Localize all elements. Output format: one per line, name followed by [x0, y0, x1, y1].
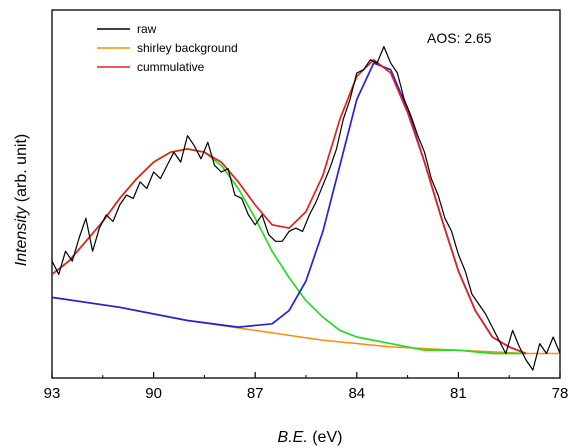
- x-tick-label: 84: [348, 385, 365, 402]
- y-axis-title: Intensity (arb. unit): [13, 134, 30, 267]
- x-tick-label: 93: [44, 385, 61, 402]
- series-group: [52, 46, 560, 371]
- x-tick-label: 90: [145, 385, 162, 402]
- shirley-background-line: [52, 296, 560, 355]
- green-component-line: [52, 148, 527, 355]
- blue-component-line: [52, 62, 527, 355]
- legend-label-raw: raw: [137, 22, 157, 36]
- x-tick-label: 78: [552, 385, 569, 402]
- x-tick-label: 87: [247, 385, 264, 402]
- legend-label-shirley: shirley background: [137, 41, 238, 55]
- raw-series-line: [52, 46, 560, 371]
- x-tick-label: 81: [450, 385, 467, 402]
- legend-label-cumulative: cummulative: [137, 60, 205, 74]
- x-axis-title: B.E. (eV): [278, 429, 343, 446]
- x-axis-ticks: 93 90 87 84 81 78: [44, 372, 569, 402]
- legend: raw shirley background cummulative: [97, 22, 238, 74]
- aos-annotation: AOS: 2.65: [427, 30, 492, 46]
- cumulative-fit-line: [52, 58, 527, 355]
